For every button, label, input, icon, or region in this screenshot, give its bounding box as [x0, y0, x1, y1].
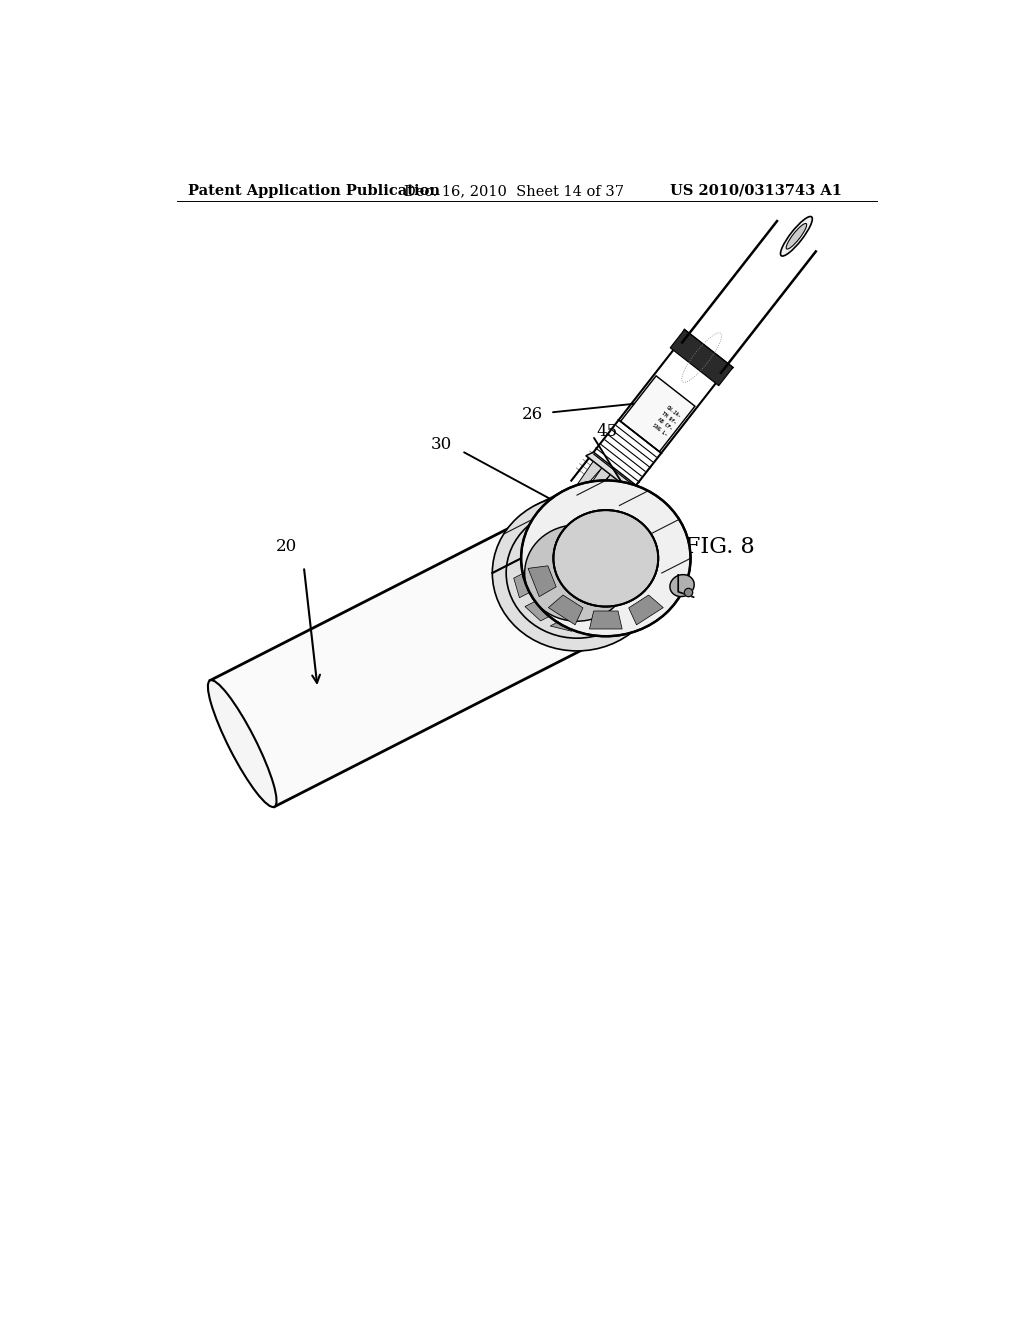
Text: 26: 26 — [521, 405, 543, 422]
Polygon shape — [678, 330, 733, 378]
Text: AB CF-: AB CF- — [656, 417, 673, 432]
Text: FIG. 8: FIG. 8 — [685, 536, 755, 557]
Text: US 2010/0313743 A1: US 2010/0313743 A1 — [670, 183, 842, 198]
Polygon shape — [550, 611, 600, 631]
Ellipse shape — [521, 480, 690, 636]
Polygon shape — [671, 330, 733, 385]
Text: Dec. 16, 2010  Sheet 14 of 37: Dec. 16, 2010 Sheet 14 of 37 — [403, 183, 624, 198]
Ellipse shape — [208, 680, 276, 807]
Text: SNG L-: SNG L- — [651, 422, 668, 437]
Polygon shape — [578, 462, 602, 488]
Polygon shape — [586, 451, 636, 494]
Ellipse shape — [670, 574, 694, 597]
Ellipse shape — [564, 520, 648, 597]
Polygon shape — [528, 566, 556, 597]
Ellipse shape — [493, 495, 662, 651]
Polygon shape — [514, 564, 548, 598]
Polygon shape — [590, 611, 623, 630]
Polygon shape — [629, 595, 664, 624]
Polygon shape — [603, 482, 627, 508]
Polygon shape — [525, 591, 569, 620]
Ellipse shape — [553, 510, 658, 606]
Ellipse shape — [553, 510, 658, 606]
Ellipse shape — [780, 216, 812, 256]
Polygon shape — [621, 376, 695, 451]
Text: 45: 45 — [596, 424, 617, 441]
Text: TM 9f-: TM 9f- — [660, 411, 678, 425]
Text: 20: 20 — [275, 539, 297, 554]
Polygon shape — [210, 495, 638, 807]
Ellipse shape — [786, 223, 807, 249]
Polygon shape — [613, 591, 657, 620]
Text: ON.JA-: ON.JA- — [666, 404, 682, 418]
Polygon shape — [549, 595, 583, 624]
Polygon shape — [587, 469, 610, 495]
Polygon shape — [595, 475, 618, 502]
Ellipse shape — [524, 525, 630, 622]
Polygon shape — [583, 611, 633, 631]
Text: Patent Application Publication: Patent Application Publication — [188, 183, 440, 198]
Text: 30: 30 — [431, 437, 453, 453]
